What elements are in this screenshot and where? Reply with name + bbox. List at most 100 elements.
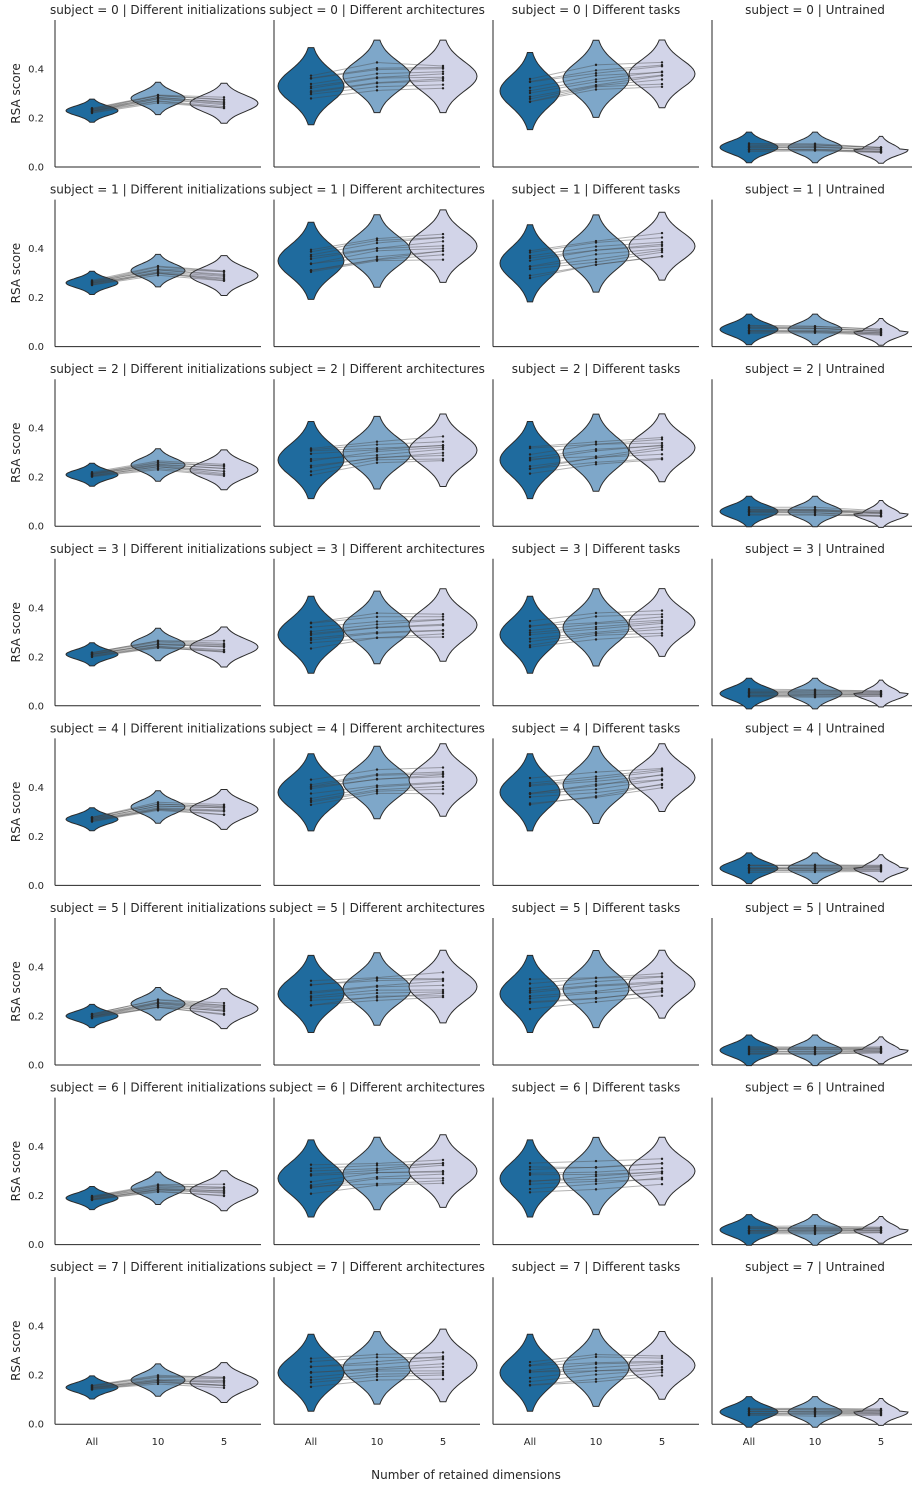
- data-point: [441, 785, 445, 788]
- data-point: [375, 1182, 379, 1186]
- data-point: [309, 803, 313, 807]
- data-point: [375, 778, 379, 781]
- panel-title: subject = 2 | Different tasks: [512, 362, 680, 376]
- data-point: [813, 1414, 817, 1418]
- data-point: [90, 107, 94, 110]
- data-point: [441, 70, 445, 73]
- data-point: [375, 61, 379, 64]
- data-point: [660, 453, 664, 456]
- panel-title: subject = 0 | Different tasks: [512, 3, 680, 17]
- data-point: [375, 1373, 379, 1376]
- data-point: [375, 453, 379, 457]
- data-point: [528, 645, 532, 649]
- data-point: [222, 105, 226, 108]
- data-point: [879, 864, 883, 867]
- data-point: [309, 1167, 313, 1170]
- data-point: [375, 249, 379, 252]
- data-point: [528, 456, 532, 460]
- data-point: [528, 453, 532, 456]
- data-point: [660, 444, 664, 447]
- data-point: [594, 69, 598, 72]
- data-point: [528, 256, 532, 260]
- facet-panel: subject = 2 | Different initializations 0…: [9, 362, 266, 533]
- facet-panel: subject = 0 | Different tasks: [492, 3, 699, 168]
- facet-panels: subject = 0 | Different initializations 0…: [9, 3, 912, 1448]
- data-point: [528, 989, 532, 992]
- data-point: [594, 1377, 598, 1381]
- data-point: [222, 467, 226, 470]
- data-point: [156, 998, 160, 1001]
- data-point: [441, 448, 445, 451]
- data-point: [594, 1173, 598, 1176]
- data-point: [309, 457, 313, 461]
- data-point: [222, 1189, 226, 1193]
- data-point: [375, 448, 379, 452]
- y-axis-label: RSA score: [9, 63, 23, 123]
- data-point: [594, 263, 598, 267]
- data-point: [441, 1179, 445, 1182]
- data-point: [309, 995, 313, 998]
- facet-panel: subject = 2 | Different tasks: [492, 362, 699, 527]
- data-point: [222, 1379, 226, 1382]
- x-tick-label: 5: [221, 1437, 227, 1448]
- data-point: [660, 634, 664, 637]
- y-tick-label: 0.0: [28, 701, 44, 712]
- data-point: [375, 1353, 379, 1356]
- violin-shape: [277, 221, 345, 300]
- data-point: [441, 612, 445, 616]
- data-point: [309, 464, 313, 467]
- data-point: [528, 91, 532, 95]
- data-point: [375, 1164, 379, 1167]
- data-point: [441, 770, 445, 774]
- paired-lines: [309, 435, 445, 477]
- data-point: [375, 1378, 379, 1382]
- data-point: [747, 513, 751, 516]
- data-point: [375, 257, 379, 261]
- data-point: [747, 1412, 751, 1415]
- data-point: [528, 259, 532, 262]
- data-point: [441, 1362, 445, 1365]
- data-point: [375, 1169, 379, 1172]
- data-point: [375, 773, 379, 776]
- data-point: [528, 991, 532, 994]
- facet-panel: subject = 7 | Different initializations 0…: [9, 1260, 266, 1448]
- data-point: [222, 1008, 226, 1012]
- violin-shape: [499, 224, 561, 303]
- data-point: [375, 611, 379, 615]
- paired-lines: [90, 1374, 226, 1391]
- data-point: [441, 247, 445, 250]
- panel-title: subject = 3 | Different initializations: [50, 542, 266, 556]
- data-point: [594, 1170, 598, 1174]
- data-point: [309, 625, 313, 629]
- data-point: [660, 63, 664, 67]
- data-point: [528, 1383, 532, 1387]
- data-point: [441, 249, 445, 253]
- data-point: [528, 1173, 532, 1177]
- data-point: [375, 440, 379, 443]
- data-point: [441, 457, 445, 461]
- data-point: [813, 513, 817, 517]
- data-point: [309, 473, 313, 477]
- data-point: [90, 1012, 94, 1016]
- violin-shape: [408, 949, 478, 1024]
- data-point: [594, 1174, 598, 1178]
- paired-lines: [747, 142, 883, 154]
- data-point: [309, 636, 313, 640]
- data-point: [594, 260, 598, 264]
- data-point: [528, 1168, 532, 1171]
- data-point: [528, 251, 532, 254]
- data-point: [90, 279, 94, 282]
- data-point: [594, 1182, 598, 1186]
- data-point: [747, 324, 751, 327]
- data-point: [528, 86, 532, 89]
- data-point: [813, 1224, 817, 1228]
- data-point: [594, 784, 598, 788]
- data-point: [660, 438, 664, 441]
- data-point: [594, 984, 598, 987]
- data-point: [528, 274, 532, 277]
- violin-shape: [189, 449, 259, 491]
- panel-title: subject = 0 | Untrained: [745, 3, 885, 17]
- facet-panel: subject = 3 | Different architectures: [269, 542, 485, 707]
- data-point: [156, 96, 160, 99]
- data-point: [528, 644, 532, 647]
